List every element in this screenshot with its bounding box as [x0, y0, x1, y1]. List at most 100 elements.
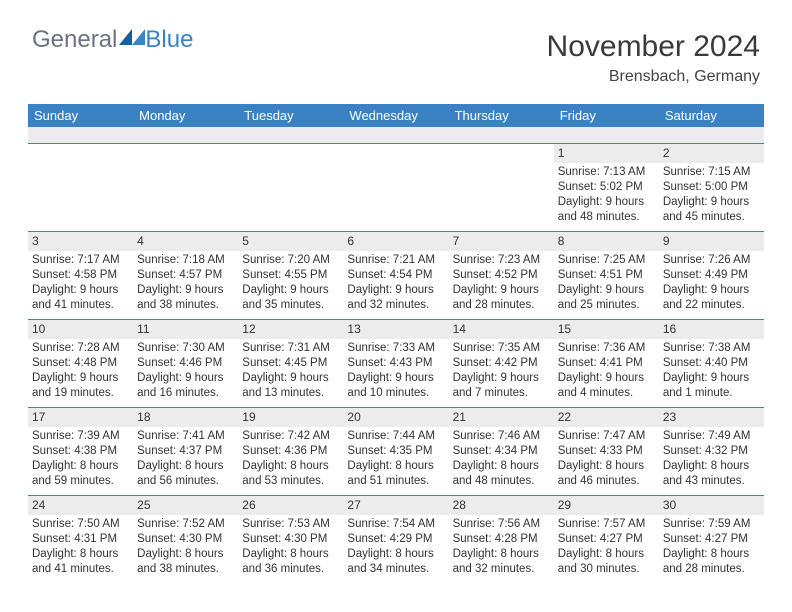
daylight-line: Daylight: 9 hours and 45 minutes.	[663, 195, 760, 225]
daylight-line: Daylight: 9 hours and 16 minutes.	[137, 371, 234, 401]
sunrise-line: Sunrise: 7:59 AM	[663, 517, 760, 532]
day-content: Sunrise: 7:28 AMSunset: 4:48 PMDaylight:…	[28, 339, 133, 405]
sunset-line: Sunset: 4:57 PM	[137, 268, 234, 283]
daylight-line: Daylight: 8 hours and 34 minutes.	[347, 547, 444, 577]
sunset-line: Sunset: 4:30 PM	[137, 532, 234, 547]
calendar-cell: 14Sunrise: 7:35 AMSunset: 4:42 PMDayligh…	[449, 319, 554, 407]
sunset-line: Sunset: 4:29 PM	[347, 532, 444, 547]
calendar-cell: 2Sunrise: 7:15 AMSunset: 5:00 PMDaylight…	[659, 143, 764, 231]
calendar-cell: 5Sunrise: 7:20 AMSunset: 4:55 PMDaylight…	[238, 231, 343, 319]
sunset-line: Sunset: 4:30 PM	[242, 532, 339, 547]
daylight-line: Daylight: 8 hours and 59 minutes.	[32, 459, 129, 489]
day-number: 30	[659, 496, 764, 516]
calendar-cell	[133, 143, 238, 231]
day-number: 3	[28, 232, 133, 252]
day-number: 17	[28, 408, 133, 428]
sunrise-line: Sunrise: 7:36 AM	[558, 341, 655, 356]
calendar-cell: 10Sunrise: 7:28 AMSunset: 4:48 PMDayligh…	[28, 319, 133, 407]
sunset-line: Sunset: 4:41 PM	[558, 356, 655, 371]
sunset-line: Sunset: 4:48 PM	[32, 356, 129, 371]
calendar-cell: 15Sunrise: 7:36 AMSunset: 4:41 PMDayligh…	[554, 319, 659, 407]
calendar-cell: 29Sunrise: 7:57 AMSunset: 4:27 PMDayligh…	[554, 495, 659, 583]
daylight-line: Daylight: 9 hours and 41 minutes.	[32, 283, 129, 313]
day-number: 16	[659, 320, 764, 340]
sunset-line: Sunset: 5:00 PM	[663, 180, 760, 195]
calendar-cell: 25Sunrise: 7:52 AMSunset: 4:30 PMDayligh…	[133, 495, 238, 583]
daylight-line: Daylight: 9 hours and 38 minutes.	[137, 283, 234, 313]
brand-sail-icon	[119, 29, 145, 45]
sunrise-line: Sunrise: 7:18 AM	[137, 253, 234, 268]
brand-part1: General	[32, 26, 117, 54]
daylight-line: Daylight: 8 hours and 41 minutes.	[32, 547, 129, 577]
sunset-line: Sunset: 4:45 PM	[242, 356, 339, 371]
day-content: Sunrise: 7:54 AMSunset: 4:29 PMDaylight:…	[343, 515, 448, 581]
day-number: 12	[238, 320, 343, 340]
day-number: 25	[133, 496, 238, 516]
day-content: Sunrise: 7:49 AMSunset: 4:32 PMDaylight:…	[659, 427, 764, 493]
sunset-line: Sunset: 4:58 PM	[32, 268, 129, 283]
daylight-line: Daylight: 9 hours and 10 minutes.	[347, 371, 444, 401]
calendar-cell: 17Sunrise: 7:39 AMSunset: 4:38 PMDayligh…	[28, 407, 133, 495]
calendar-table: SundayMondayTuesdayWednesdayThursdayFrid…	[28, 104, 764, 583]
day-number: 6	[343, 232, 448, 252]
day-content: Sunrise: 7:23 AMSunset: 4:52 PMDaylight:…	[449, 251, 554, 317]
calendar-cell	[449, 143, 554, 231]
day-content: Sunrise: 7:21 AMSunset: 4:54 PMDaylight:…	[343, 251, 448, 317]
sunset-line: Sunset: 4:28 PM	[453, 532, 550, 547]
sunrise-line: Sunrise: 7:41 AM	[137, 429, 234, 444]
column-header: Tuesday	[238, 104, 343, 127]
daylight-line: Daylight: 9 hours and 19 minutes.	[32, 371, 129, 401]
day-number: 5	[238, 232, 343, 252]
day-number: 15	[554, 320, 659, 340]
day-number: 9	[659, 232, 764, 252]
day-content: Sunrise: 7:31 AMSunset: 4:45 PMDaylight:…	[238, 339, 343, 405]
day-number: 23	[659, 408, 764, 428]
daylight-line: Daylight: 9 hours and 32 minutes.	[347, 283, 444, 313]
calendar-cell	[343, 143, 448, 231]
daylight-line: Daylight: 8 hours and 56 minutes.	[137, 459, 234, 489]
sunset-line: Sunset: 4:43 PM	[347, 356, 444, 371]
sunrise-line: Sunrise: 7:49 AM	[663, 429, 760, 444]
sunset-line: Sunset: 4:46 PM	[137, 356, 234, 371]
calendar-row: 3Sunrise: 7:17 AMSunset: 4:58 PMDaylight…	[28, 231, 764, 319]
column-header: Thursday	[449, 104, 554, 127]
day-content: Sunrise: 7:41 AMSunset: 4:37 PMDaylight:…	[133, 427, 238, 493]
sunrise-line: Sunrise: 7:13 AM	[558, 165, 655, 180]
sunrise-line: Sunrise: 7:47 AM	[558, 429, 655, 444]
sunrise-line: Sunrise: 7:46 AM	[453, 429, 550, 444]
day-number: 13	[343, 320, 448, 340]
daylight-line: Daylight: 8 hours and 53 minutes.	[242, 459, 339, 489]
column-header: Friday	[554, 104, 659, 127]
sunset-line: Sunset: 4:52 PM	[453, 268, 550, 283]
day-number: 8	[554, 232, 659, 252]
sunrise-line: Sunrise: 7:26 AM	[663, 253, 760, 268]
sunrise-line: Sunrise: 7:17 AM	[32, 253, 129, 268]
day-number: 1	[554, 144, 659, 164]
calendar-row: 1Sunrise: 7:13 AMSunset: 5:02 PMDaylight…	[28, 143, 764, 231]
calendar-cell: 13Sunrise: 7:33 AMSunset: 4:43 PMDayligh…	[343, 319, 448, 407]
sunrise-line: Sunrise: 7:50 AM	[32, 517, 129, 532]
day-content: Sunrise: 7:38 AMSunset: 4:40 PMDaylight:…	[659, 339, 764, 405]
sunset-line: Sunset: 4:37 PM	[137, 444, 234, 459]
sunset-line: Sunset: 4:40 PM	[663, 356, 760, 371]
column-header: Monday	[133, 104, 238, 127]
calendar-cell: 8Sunrise: 7:25 AMSunset: 4:51 PMDaylight…	[554, 231, 659, 319]
sunset-line: Sunset: 4:33 PM	[558, 444, 655, 459]
day-content: Sunrise: 7:13 AMSunset: 5:02 PMDaylight:…	[554, 163, 659, 229]
sunset-line: Sunset: 4:42 PM	[453, 356, 550, 371]
daylight-line: Daylight: 9 hours and 48 minutes.	[558, 195, 655, 225]
day-content: Sunrise: 7:15 AMSunset: 5:00 PMDaylight:…	[659, 163, 764, 229]
sunset-line: Sunset: 4:31 PM	[32, 532, 129, 547]
sunrise-line: Sunrise: 7:38 AM	[663, 341, 760, 356]
calendar-cell: 19Sunrise: 7:42 AMSunset: 4:36 PMDayligh…	[238, 407, 343, 495]
calendar-cell: 12Sunrise: 7:31 AMSunset: 4:45 PMDayligh…	[238, 319, 343, 407]
calendar-cell: 28Sunrise: 7:56 AMSunset: 4:28 PMDayligh…	[449, 495, 554, 583]
day-number: 22	[554, 408, 659, 428]
day-content: Sunrise: 7:57 AMSunset: 4:27 PMDaylight:…	[554, 515, 659, 581]
sunrise-line: Sunrise: 7:56 AM	[453, 517, 550, 532]
day-number: 10	[28, 320, 133, 340]
day-number: 27	[343, 496, 448, 516]
day-number: 2	[659, 144, 764, 164]
day-content: Sunrise: 7:36 AMSunset: 4:41 PMDaylight:…	[554, 339, 659, 405]
calendar-cell	[28, 143, 133, 231]
